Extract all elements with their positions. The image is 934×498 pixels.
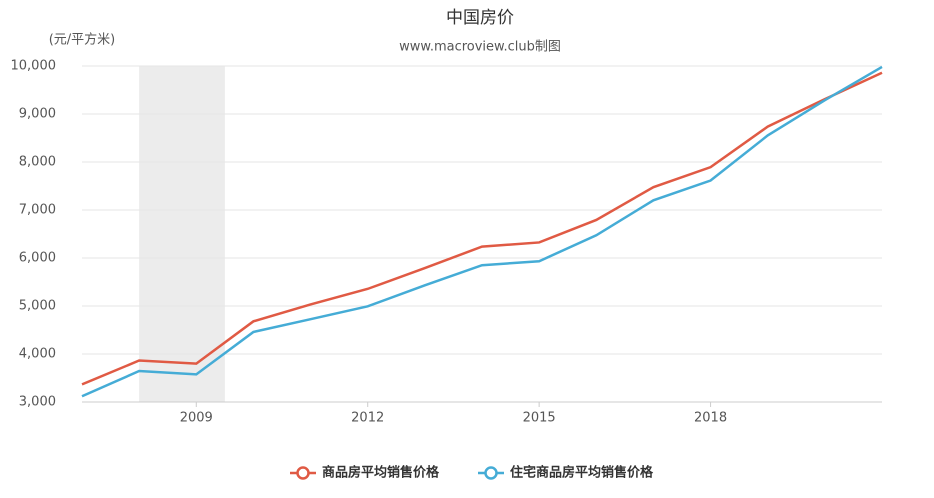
shaded-period xyxy=(139,66,225,402)
legend-swatch xyxy=(484,466,498,480)
x-tick-label: 2018 xyxy=(694,411,727,426)
y-tick-label: 6,000 xyxy=(19,251,56,266)
y-axis-label: (元/平方米) xyxy=(49,32,116,48)
legend-swatch xyxy=(296,466,310,480)
y-tick-label: 5,000 xyxy=(19,299,56,314)
chart-subtitle: www.macroview.club制图 xyxy=(399,40,561,55)
series-line xyxy=(81,71,883,386)
series-line xyxy=(81,65,883,398)
legend-label: 商品房平均销售价格 xyxy=(322,465,440,481)
x-tick-label: 2015 xyxy=(523,411,556,426)
x-tick-label: 2009 xyxy=(180,411,213,426)
y-tick-label: 3,000 xyxy=(19,395,56,410)
x-tick-label: 2012 xyxy=(351,411,384,426)
y-tick-label: 10,000 xyxy=(11,59,57,74)
chart-title: 中国房价 xyxy=(446,8,514,28)
y-tick-label: 8,000 xyxy=(19,155,56,170)
y-tick-label: 4,000 xyxy=(19,347,56,362)
y-tick-label: 7,000 xyxy=(19,203,56,218)
y-tick-label: 9,000 xyxy=(19,107,56,122)
legend-label: 住宅商品房平均销售价格 xyxy=(510,465,654,481)
